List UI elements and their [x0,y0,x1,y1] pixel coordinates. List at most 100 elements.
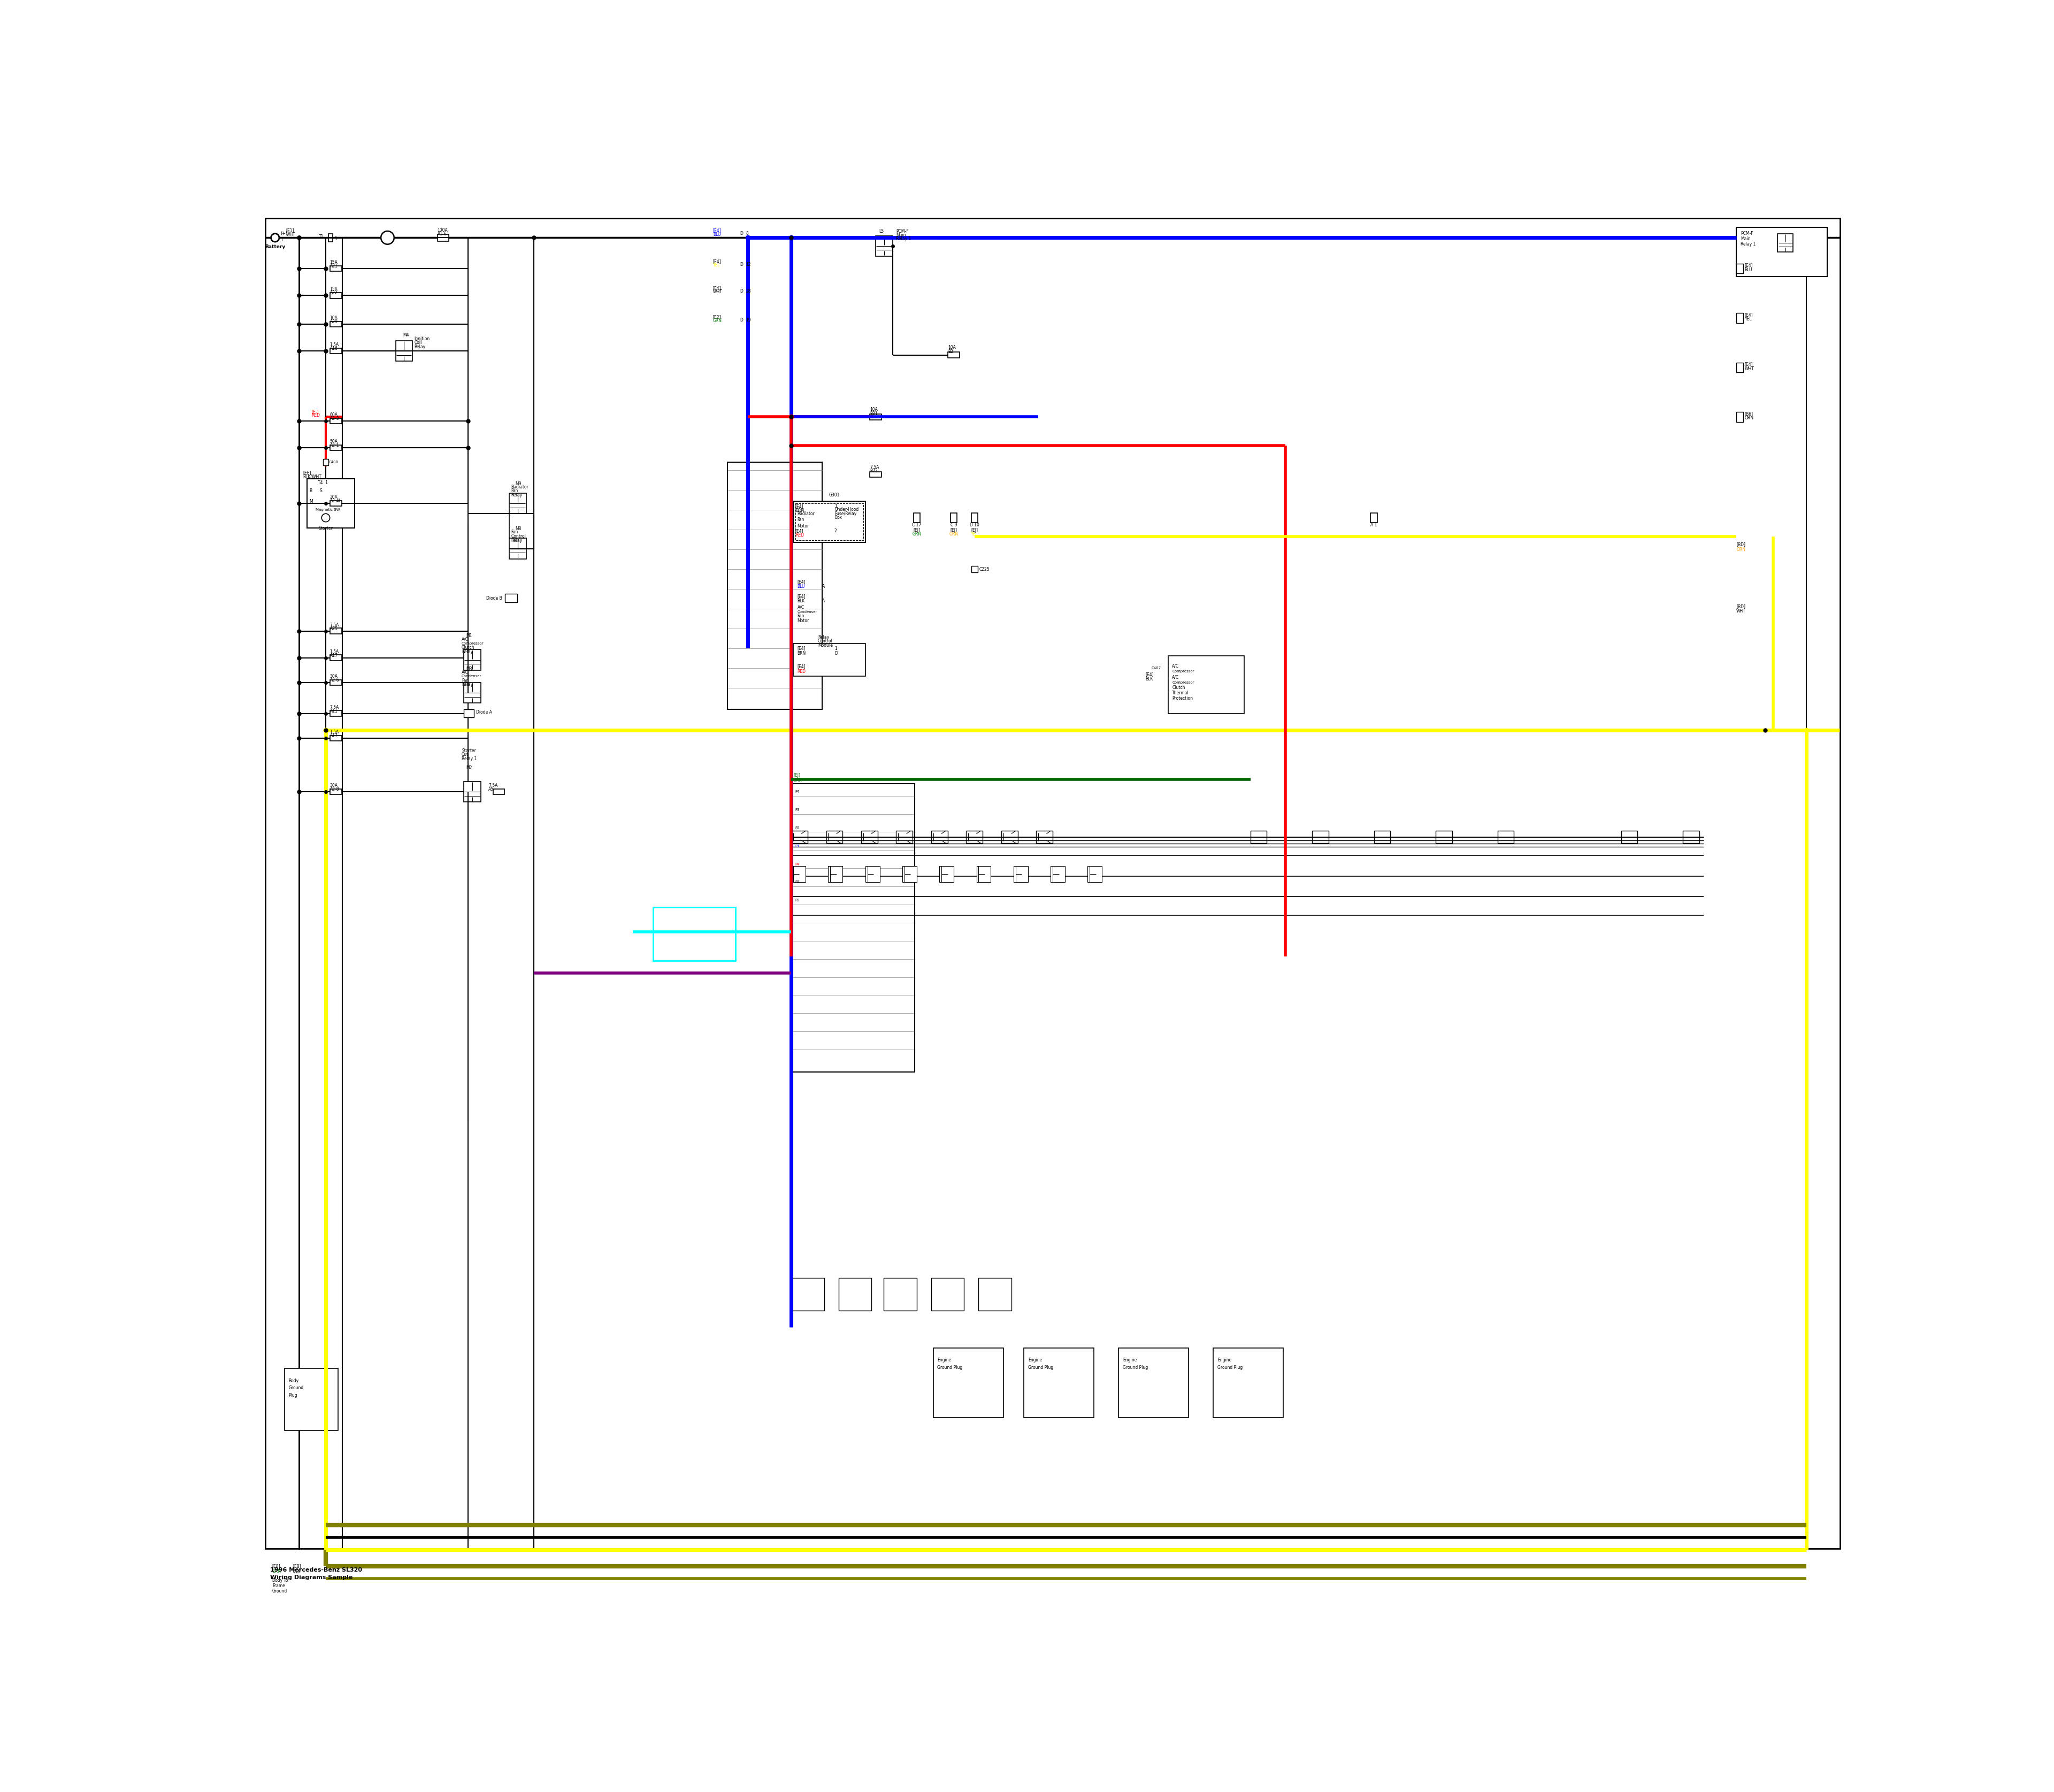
Text: RED: RED [795,532,803,538]
Text: M9: M9 [516,482,522,486]
Text: [E4]: [E4] [713,258,721,263]
Text: D: D [834,650,838,656]
Bar [793,643,865,676]
Text: Diode A: Diode A [477,710,493,715]
Text: B22: B22 [869,470,877,473]
Text: T1: T1 [318,235,325,238]
Text: BLU: BLU [797,584,805,590]
Text: D: D [739,317,744,323]
Text: 7.5A: 7.5A [489,783,497,788]
Bar [896,831,912,844]
Bar [869,414,881,419]
Bar [861,831,877,844]
Text: [BD]: [BD] [1736,604,1746,609]
Text: GRN: GRN [793,778,803,783]
Text: D 10: D 10 [969,523,980,527]
Text: Module: Module [817,643,832,649]
Text: 1: 1 [281,237,283,242]
Bar [1736,263,1744,274]
Text: Body: Body [290,1378,300,1383]
Bar [331,679,341,685]
Text: Relay: Relay [462,683,472,686]
Text: C225: C225 [980,566,990,572]
Text: [EJ]: [EJ] [793,772,801,778]
Bar [933,1348,1002,1417]
Text: Compressor: Compressor [1173,681,1193,685]
Text: P4: P4 [795,790,799,794]
Bar [308,478,355,529]
Text: Radiator: Radiator [511,484,528,489]
Text: Clutch: Clutch [1173,686,1185,690]
Text: PCM-F: PCM-F [1740,231,1754,237]
Bar [331,265,341,271]
Bar [331,444,341,450]
Text: Ground Plug: Ground Plug [1027,1366,1054,1369]
Text: A2-6: A2-6 [331,677,339,683]
Bar [978,1278,1011,1310]
Text: Ignition: Ignition [415,337,429,340]
Text: A/C: A/C [797,604,805,609]
Text: Fuse/Relay: Fuse/Relay [834,511,857,516]
Text: G301: G301 [830,493,840,498]
Text: 1996 Mercedes-Benz SL320: 1996 Mercedes-Benz SL320 [271,1568,362,1573]
Text: [E1]: [E1] [286,228,294,233]
Text: Fan: Fan [462,677,468,683]
Text: D: D [739,231,744,237]
Text: C 17: C 17 [912,523,922,527]
Text: GRN: GRN [713,319,721,323]
Bar [331,348,341,353]
Text: A17: A17 [331,652,337,658]
Text: Ground Plug: Ground Plug [1124,1366,1148,1369]
Bar [930,831,947,844]
Text: Engine: Engine [1218,1358,1232,1362]
Text: A/C: A/C [462,670,468,674]
Text: D: D [739,289,744,294]
Text: A: A [822,584,826,590]
Bar [1013,866,1027,882]
Text: 7.5A: 7.5A [331,622,339,627]
Text: 7.5A: 7.5A [869,464,879,470]
Text: 30A: 30A [331,783,337,788]
Text: A5: A5 [489,787,493,792]
Bar [1313,831,1329,844]
Bar [1023,1348,1095,1417]
Bar [1374,831,1391,844]
Text: ORN: ORN [949,532,959,536]
Bar [1736,412,1744,421]
Bar [464,649,481,670]
Text: [E4]: [E4] [797,645,805,650]
Text: WHT: WHT [713,290,723,294]
Text: 7.5A: 7.5A [331,704,339,710]
Text: GRN: GRN [273,1570,281,1573]
Text: T4  1: T4 1 [318,480,329,486]
Text: BLU: BLU [713,231,721,237]
Text: M2: M2 [466,765,472,771]
Bar [331,292,341,297]
Text: Relay 1: Relay 1 [896,237,912,242]
Text: WHT: WHT [286,231,296,237]
Bar [939,866,953,882]
Text: GRN: GRN [912,532,922,536]
Text: A1-6: A1-6 [438,231,448,237]
Bar [331,654,341,661]
Text: PCM-F: PCM-F [896,229,908,235]
Bar [951,513,957,523]
Text: [EJ]: [EJ] [914,527,920,532]
Text: Motor: Motor [797,618,809,624]
Bar [791,1278,824,1310]
Text: 8: 8 [746,231,748,237]
Text: BLU: BLU [1744,267,1752,272]
Text: Radiator: Radiator [797,511,815,516]
Text: L5: L5 [879,229,883,235]
Text: Cut: Cut [462,753,468,756]
Text: B2: B2 [949,349,953,355]
Bar [1621,831,1637,844]
Bar [902,866,916,882]
Text: 100A: 100A [438,228,448,233]
Bar [976,866,990,882]
Text: Ground Plug: Ground Plug [1218,1366,1243,1369]
Text: Compressor: Compressor [462,642,485,645]
Text: A/C: A/C [462,636,468,642]
Bar [791,783,914,1072]
Bar [331,418,341,425]
